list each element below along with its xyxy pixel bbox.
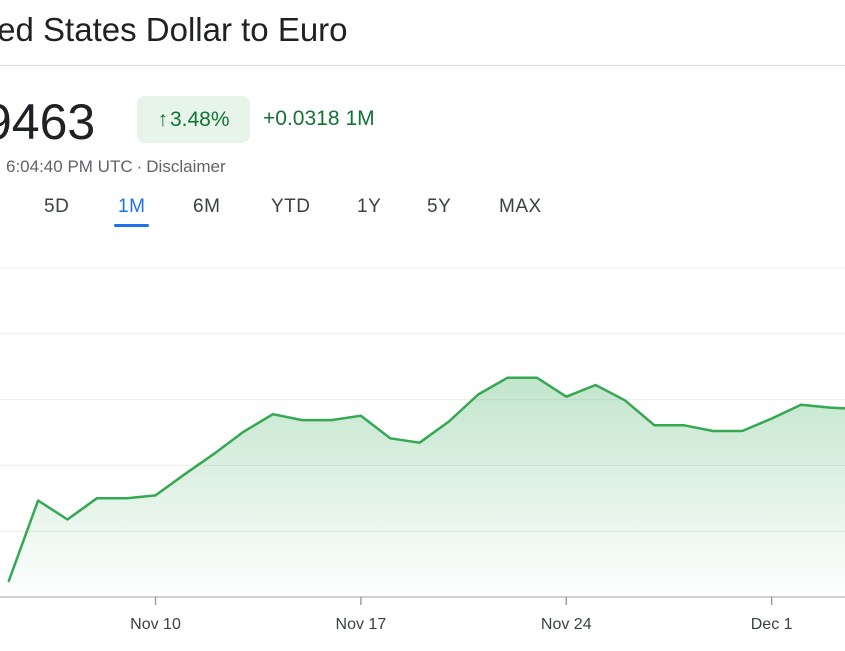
tab-ytd[interactable]: YTD (271, 196, 311, 217)
series-line (7, 376, 845, 583)
change-period: 1M (345, 107, 375, 130)
tab-max[interactable]: MAX (499, 196, 542, 217)
time-range-tabs: 5D 1M 6M YTD 1Y 5Y MAX (0, 193, 845, 233)
tab-5d[interactable]: 5D (44, 196, 70, 217)
tab-6m[interactable]: 6M (193, 196, 221, 217)
x-tick-label: Dec 1 (751, 616, 793, 633)
update-info: 6:04:40 PM UTC · Disclaimer (6, 157, 226, 177)
x-tick-label: Nov 10 (130, 616, 181, 633)
x-tick-label: Nov 24 (541, 616, 592, 633)
separator: · (136, 157, 143, 176)
exchange-rate-chart[interactable]: Nov 10 Nov 17 Nov 24 Dec 1 (0, 240, 845, 651)
area-fill (8, 377, 845, 597)
x-axis-ticks: Nov 10 Nov 17 Nov 24 Dec 1 (130, 597, 793, 633)
tab-5y[interactable]: 5Y (427, 196, 452, 217)
change-value: +0.0318 (263, 107, 340, 130)
change-percent-badge: ↑ 3.48% (137, 96, 250, 143)
tab-1m[interactable]: 1M (113, 193, 150, 227)
tab-1y[interactable]: 1Y (357, 196, 382, 217)
timestamp: 6:04:40 PM UTC (6, 157, 133, 176)
exchange-rate-value: 9463 (0, 94, 96, 150)
x-tick-label: Nov 17 (336, 616, 387, 633)
change-summary: +0.0318 1M (263, 107, 375, 131)
arrow-up-icon: ↑ (157, 107, 168, 131)
change-percent: 3.48% (169, 107, 230, 131)
header-divider (0, 65, 845, 66)
disclaimer-link[interactable]: Disclaimer (146, 157, 226, 176)
page-title: ted States Dollar to Euro (0, 11, 348, 48)
